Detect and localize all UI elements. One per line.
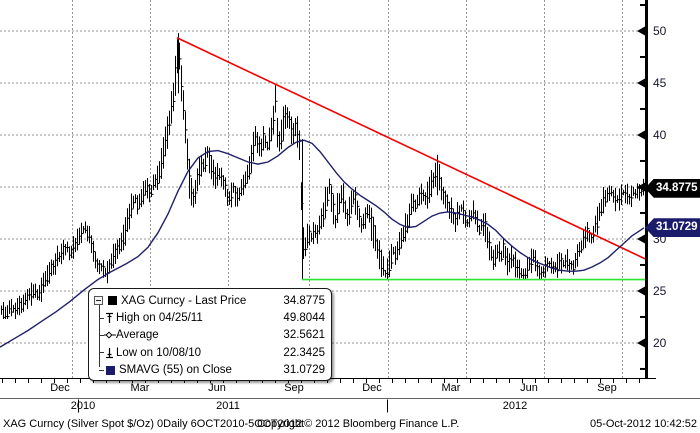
tree-stub (99, 317, 104, 319)
low-marker-icon (104, 347, 116, 359)
legend-row-high: High on 04/25/11 49.8044 (94, 309, 325, 326)
last-price-swatch-icon (108, 296, 117, 306)
high-marker-icon (104, 312, 116, 324)
legend-row-last-price: XAG Curncy - Last Price 34.8775 (94, 292, 325, 309)
x-axis-month-label: Mar (441, 382, 461, 394)
x-axis-month-label: Dec (362, 382, 382, 394)
x-axis-month-label: Mar (130, 382, 150, 394)
smavg-badge-value: 31.0729 (656, 221, 698, 234)
legend-value: 22.3425 (283, 346, 325, 359)
y-axis-tick-label: 50 (653, 23, 667, 38)
footer-timestamp: 05-Oct-2012 10:42:52 (589, 418, 697, 430)
tree-stub (99, 352, 104, 354)
legend-value: 32.5621 (283, 329, 325, 342)
x-axis-year-label: 2012 (502, 400, 528, 412)
x-axis-year-label: 2011 (216, 400, 240, 412)
tree-stub (99, 369, 104, 371)
legend-label: XAG Curncy - Last Price (121, 294, 247, 307)
smavg-swatch-icon (106, 365, 115, 375)
legend-value: 31.0729 (283, 364, 325, 377)
legend-tree-connector (99, 305, 100, 367)
x-axis-month-label: Jun (520, 382, 538, 394)
y-axis-tick-label: 20 (653, 335, 667, 350)
legend-value: 34.8775 (283, 294, 325, 307)
y-axis-tick-label: 45 (653, 75, 667, 90)
y-axis-tick-label: 25 (653, 283, 667, 298)
footer-instrument-text: XAG Curncy (Silver Spot $/Oz) 0Daily 6OC… (3, 418, 302, 430)
last-price-badge: 34.8775 (645, 178, 700, 198)
footer-copyright-text: Copyright© 2012 Bloomberg Finance L.P. (257, 418, 460, 430)
x-axis-year-label: 2010 (70, 400, 96, 412)
tree-expander-icon[interactable] (94, 296, 103, 306)
y-axis-tick-label: 40 (653, 127, 667, 142)
average-marker-icon (104, 329, 116, 341)
legend-row-average: Average 32.5621 (94, 327, 325, 344)
x-axis-month-label: Sep (597, 382, 617, 394)
legend-label: Low on 10/08/10 (116, 346, 202, 359)
footer-bar: XAG Curncy (Silver Spot $/Oz) 0Daily 6OC… (0, 417, 700, 432)
legend-label: SMAVG (55) on Close (119, 364, 232, 377)
legend-box[interactable]: XAG Curncy - Last Price 34.8775 High on … (88, 288, 332, 381)
smavg-badge: 31.0729 (645, 218, 700, 238)
legend-label: High on 04/25/11 (116, 312, 203, 325)
legend-row-smavg: SMAVG (55) on Close 31.0729 (94, 362, 325, 379)
last-price-badge-value: 34.8775 (656, 181, 698, 194)
x-axis-month-label: Dec (50, 382, 70, 394)
legend-value: 49.8044 (283, 312, 325, 325)
x-axis-month-label: Jun (208, 382, 226, 394)
legend-label: Average (116, 329, 159, 342)
tree-stub (99, 334, 104, 336)
x-axis-month-label: Sep (284, 382, 304, 394)
legend-row-low: Low on 10/08/10 22.3425 (94, 344, 325, 361)
